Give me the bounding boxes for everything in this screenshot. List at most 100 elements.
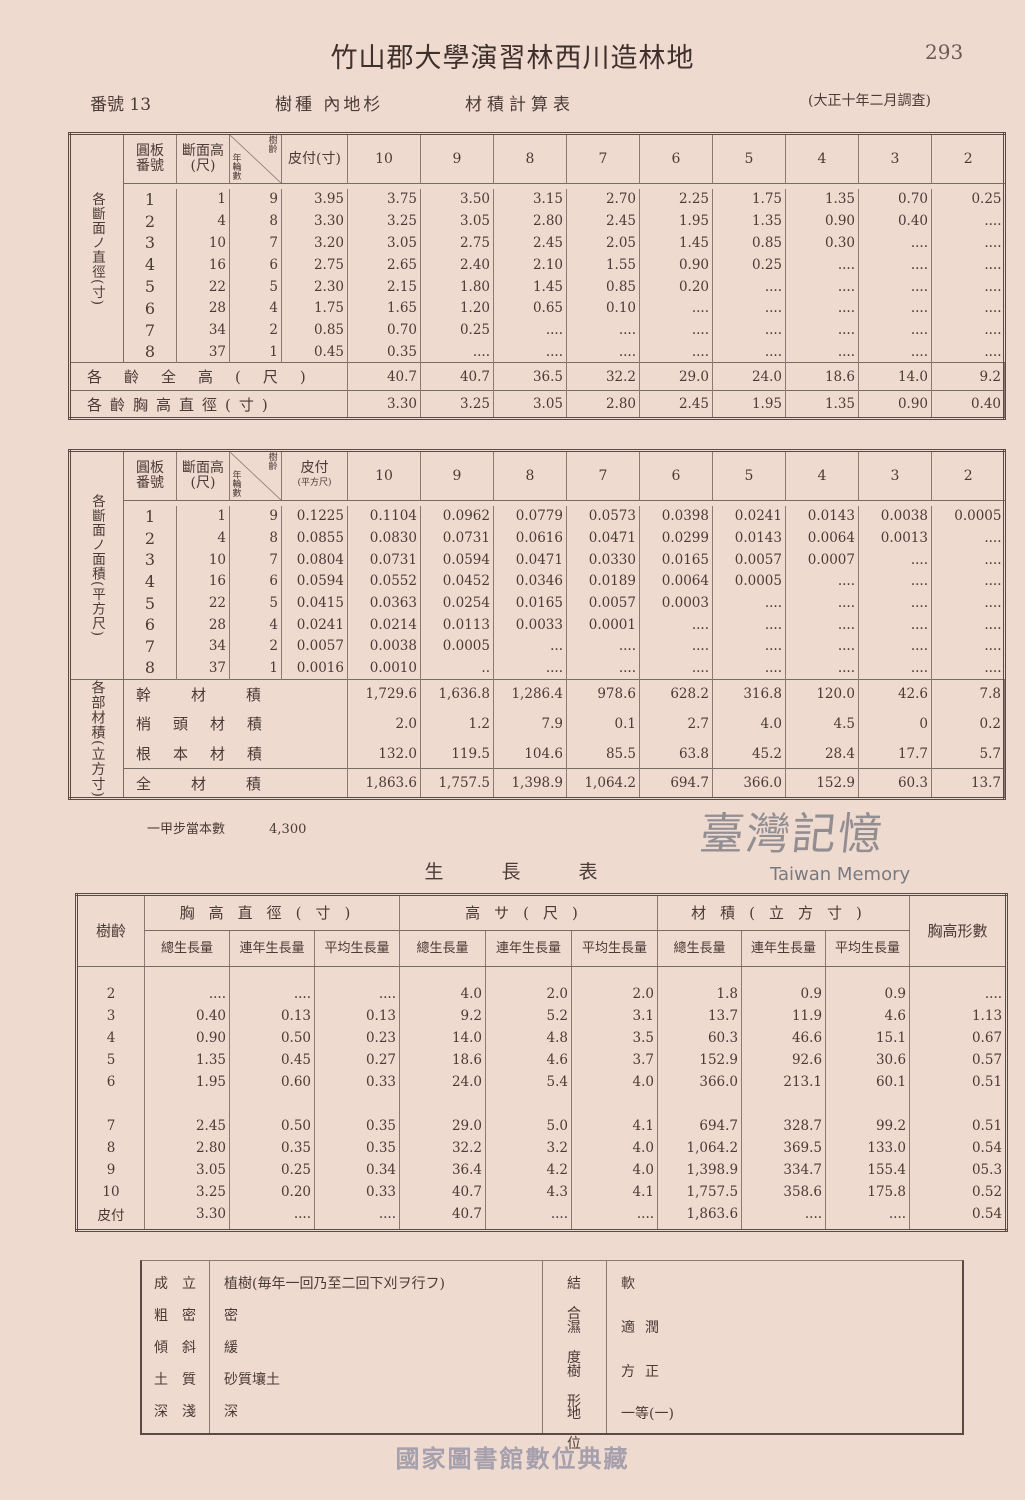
volume-value: 978.6	[566, 678, 640, 709]
table-row: 5 22 5 0.0415 0.0363 0.0254 0.0165 0.0057 0.0003…	[70, 592, 1005, 614]
spacer-row	[70, 183, 1005, 189]
cell-value: 11.9	[741, 1004, 826, 1027]
cell-value: 3.15	[493, 188, 567, 211]
cell-value: 2.45	[493, 232, 567, 254]
cell-value: 1.95	[144, 1070, 230, 1093]
ncl-watermark: 國家圖書館數位典藏	[395, 1445, 630, 1473]
volume-value: 1,729.6	[347, 678, 421, 709]
cell-value: 0.0471	[493, 548, 567, 571]
ring-count: 8	[229, 210, 282, 233]
table-row: 7 34 2 0.85 0.70 0.25........................…	[70, 319, 1005, 342]
volume-value: 694.7	[639, 768, 713, 799]
section-height: 37	[176, 341, 230, 363]
cell-value: 0.20	[229, 1180, 315, 1203]
cell-value: ....	[229, 1202, 315, 1225]
volume-row: 全材積 1,863.6 1,757.5 1,398.9 1,064.2 694.7 366.…	[70, 768, 1005, 799]
volume-row: 根本材積 132.0 119.5 104.6 85.5 63.8 45.2 28.4 17.7 5…	[70, 738, 1005, 769]
volume-value: 1,398.9	[493, 768, 567, 799]
cell-value: 0.90	[785, 210, 859, 233]
disc-number: 8	[123, 657, 177, 679]
page-number: 293	[925, 40, 964, 64]
cell-value: 15.1	[825, 1026, 910, 1049]
ring-count: 7	[229, 548, 282, 571]
tree-age: 2	[106, 985, 116, 1002]
site-value: 軟	[621, 1276, 645, 1292]
cell-value: 0.0363	[347, 592, 421, 614]
summary-value: 3.30	[347, 390, 421, 419]
col-subheader: 平均生長量	[570, 930, 658, 967]
cell-value: 36.4	[399, 1158, 486, 1181]
survey-date: (大正十年二月調査)	[808, 93, 931, 109]
col-group: 胸高直徑(寸)	[144, 894, 400, 931]
table-row: 2 4 8 0.0855 0.0830 0.0731 0.0616 0.0471 0.0299 0…	[70, 527, 1005, 549]
growth-table-title: 生長表	[424, 861, 656, 883]
site-label: 粗密	[154, 1308, 210, 1324]
volume-label: 根本材積	[123, 738, 348, 769]
col-subheader: 平均生長量	[825, 930, 910, 967]
cell-value: 2.80	[144, 1136, 230, 1159]
site-row: 成立 植樹(毎年一回乃至二回下刈ヲ行フ)	[142, 1269, 542, 1299]
summary-value: 40.7	[420, 362, 494, 391]
col-age-4: 4	[785, 133, 859, 184]
col-age-6: 6	[639, 450, 713, 501]
page-title: 竹山郡大學演習林西川造林地	[330, 43, 695, 74]
cell-value: ....	[493, 341, 567, 363]
col-group: 高サ(尺)	[398, 894, 658, 931]
volume-value: 17.7	[858, 738, 932, 769]
cell-value: ....	[485, 1202, 572, 1225]
cell-value: 0.60	[229, 1070, 315, 1093]
table-row: 4 16 6 0.0594 0.0552 0.0452 0.0346 0.0189 0.0064…	[70, 570, 1005, 593]
cell-value: 0.0013	[858, 527, 932, 549]
cell-value: ....	[931, 275, 1005, 298]
cell-value: 1.35	[144, 1048, 230, 1071]
cell-value: 5.2	[485, 1004, 572, 1027]
table-row: 5 22 5 2.30 2.15 1.80 1.45 0.85 0.20............…	[70, 275, 1005, 298]
cell-value: ...	[493, 635, 567, 658]
col-age: 樹齡	[76, 894, 145, 967]
col-age: 樹齡	[268, 136, 278, 155]
col-age-10: 10	[347, 133, 421, 184]
cell-value: 1.80	[420, 275, 494, 298]
col-subheader: 平均生長量	[314, 930, 400, 967]
cell-value: 0.0057	[281, 635, 348, 658]
cell-value: ....	[420, 341, 494, 363]
col-rings: 年輪數	[232, 154, 242, 182]
cell-value: ....	[931, 570, 1005, 593]
subheader-row: 總生長量 連年生長量 平均生長量 總生長量 連年生長量 平均生長量 總生長量 連年生長量 平均生…	[77, 930, 1007, 967]
col-rings-age: 年輪數 樹齡	[229, 133, 282, 184]
cell-value: 3.05	[144, 1158, 230, 1181]
volume-value: 2.7	[639, 708, 713, 739]
summary-value: 18.6	[785, 362, 859, 391]
cell-value: 0.30	[785, 232, 859, 254]
cell-value: 0.50	[229, 1026, 315, 1049]
cell-value: 4.6	[825, 1004, 910, 1027]
ring-count: 1	[229, 657, 282, 679]
cell-value: 0.45	[281, 341, 348, 363]
tree-age: 4	[106, 1029, 116, 1046]
section-height: 1	[176, 188, 230, 211]
table-row: 5 1.35 0.45 0.27 18.6 4.6 3.7 152.9 92.6 30.6 0.57	[77, 1048, 1007, 1071]
cell-value: 0.25	[420, 319, 494, 342]
tree-age: 9	[106, 1161, 116, 1178]
taiwan-memory-watermark-en: Taiwan Memory	[770, 864, 911, 885]
cell-value: 1.35	[712, 210, 786, 233]
cell-value: ....	[493, 657, 567, 679]
col-subheader: 總生長量	[657, 930, 742, 967]
volume-value: 0.1	[566, 708, 640, 739]
cell-value: ....	[785, 319, 859, 342]
cell-value: 694.7	[657, 1114, 742, 1137]
table-row: 1 1 9 0.1225 0.1104 0.0962 0.0779 0.0573 0.0398 0…	[70, 505, 1005, 528]
disc-number: 7	[123, 319, 177, 342]
volume-value: 4.0	[712, 708, 786, 739]
table-row: 9 3.05 0.25 0.34 36.4 4.2 4.0 1,398.9 334.7 155.4…	[77, 1158, 1007, 1181]
site-info-left: 成立 植樹(毎年一回乃至二回下刈ヲ行フ) 粗密密傾斜緩土質 砂質壤土 深淺深	[142, 1261, 542, 1433]
col-age-3: 3	[858, 133, 932, 184]
spacer-row	[77, 966, 1007, 983]
cell-value: 0.0415	[281, 592, 348, 614]
summary-value: 32.2	[566, 362, 640, 391]
site-row: 濕度 適潤	[543, 1313, 963, 1366]
cell-value: ....	[785, 253, 859, 276]
disc-number: 6	[123, 613, 177, 636]
cell-value: 0.54	[909, 1202, 1007, 1225]
tree-age: 6	[106, 1073, 116, 1090]
